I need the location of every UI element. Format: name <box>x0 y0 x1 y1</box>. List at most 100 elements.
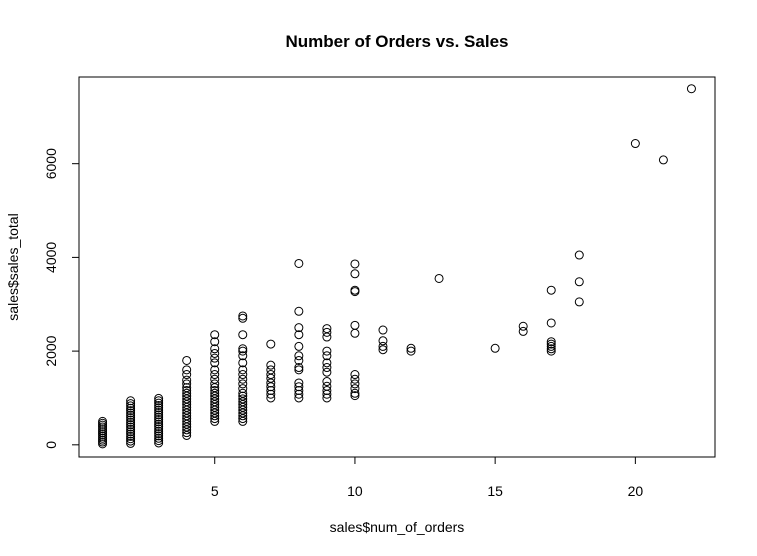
data-point <box>546 337 556 347</box>
data-point <box>182 375 192 385</box>
data-point <box>658 155 668 165</box>
data-point <box>238 374 248 384</box>
data-point <box>266 365 276 375</box>
data-point <box>406 346 416 356</box>
data-point <box>546 318 556 328</box>
data-point <box>210 353 220 363</box>
data-point <box>350 320 360 330</box>
data-point <box>294 365 304 375</box>
data-point <box>154 433 164 443</box>
data-point <box>126 431 136 441</box>
data-point <box>378 345 388 355</box>
data-point <box>322 393 332 403</box>
data-point <box>294 363 304 373</box>
data-point <box>350 370 360 380</box>
data-point <box>126 396 136 406</box>
data-point <box>154 431 164 441</box>
data-point <box>294 393 304 403</box>
y-tick-label: 2000 <box>43 335 59 366</box>
data-point <box>266 393 276 403</box>
chart-title: Number of Orders vs. Sales <box>286 32 509 51</box>
data-point <box>518 321 528 331</box>
data-point <box>322 351 332 361</box>
data-point <box>126 438 136 448</box>
data-point <box>266 339 276 349</box>
data-point <box>574 297 584 307</box>
data-point <box>294 382 304 392</box>
y-tick-label: 6000 <box>43 148 59 179</box>
data-point <box>238 388 248 398</box>
x-axis: 5 10 15 20 <box>211 457 644 499</box>
data-point <box>294 306 304 316</box>
y-axis: 0 2000 4000 6000 <box>43 148 79 449</box>
data-point <box>126 403 136 413</box>
data-point <box>574 277 584 287</box>
data-point <box>434 273 444 283</box>
data-point <box>210 370 220 380</box>
data-point <box>630 139 640 149</box>
data-point <box>238 351 248 361</box>
data-point <box>126 422 136 432</box>
data-point <box>210 330 220 340</box>
data-point <box>238 384 248 394</box>
data-point <box>154 419 164 429</box>
data-point <box>154 429 164 439</box>
data-point <box>154 410 164 420</box>
data-point <box>98 416 108 426</box>
data-point <box>294 323 304 333</box>
data-point <box>546 346 556 356</box>
data-point <box>126 399 136 409</box>
data-point <box>154 396 164 406</box>
data-point <box>266 385 276 395</box>
data-point <box>126 436 136 446</box>
data-point <box>154 424 164 434</box>
data-point <box>266 389 276 399</box>
data-point <box>154 393 164 403</box>
x-tick-label: 20 <box>628 483 644 499</box>
data-point <box>574 250 584 260</box>
data-point <box>126 427 136 437</box>
x-tick-label: 5 <box>211 483 219 499</box>
data-point <box>238 346 248 356</box>
data-point <box>350 374 360 384</box>
data-point <box>210 358 220 368</box>
y-tick-label: 4000 <box>43 242 59 273</box>
data-point <box>322 367 332 377</box>
data-point <box>350 259 360 269</box>
data-point <box>546 344 556 354</box>
y-axis-label: sales$sales_total <box>5 213 21 320</box>
data-point <box>238 313 248 323</box>
data-point <box>210 365 220 375</box>
data-point <box>294 258 304 268</box>
data-point <box>126 410 136 420</box>
data-point <box>686 84 696 94</box>
data-point <box>490 343 500 353</box>
data-point <box>266 360 276 370</box>
data-point <box>350 388 360 398</box>
data-point <box>126 415 136 425</box>
data-point <box>294 378 304 388</box>
data-point <box>182 370 192 380</box>
data-point <box>126 417 136 427</box>
data-point <box>546 341 556 351</box>
data-point <box>154 438 164 448</box>
data-point <box>126 434 136 444</box>
data-point <box>154 422 164 432</box>
data-point <box>378 336 388 346</box>
data-point <box>210 388 220 398</box>
data-point <box>546 285 556 295</box>
data-point <box>322 324 332 334</box>
data-point <box>518 326 528 336</box>
data-point <box>322 346 332 356</box>
data-point <box>126 406 136 416</box>
data-point <box>238 344 248 354</box>
x-axis-label: sales$num_of_orders <box>330 519 465 535</box>
data-point <box>322 381 332 391</box>
data-point <box>182 383 192 393</box>
data-point <box>182 385 192 395</box>
data-point <box>294 385 304 395</box>
y-tick-label: 0 <box>43 441 59 449</box>
data-point <box>182 365 192 375</box>
data-point <box>294 389 304 399</box>
